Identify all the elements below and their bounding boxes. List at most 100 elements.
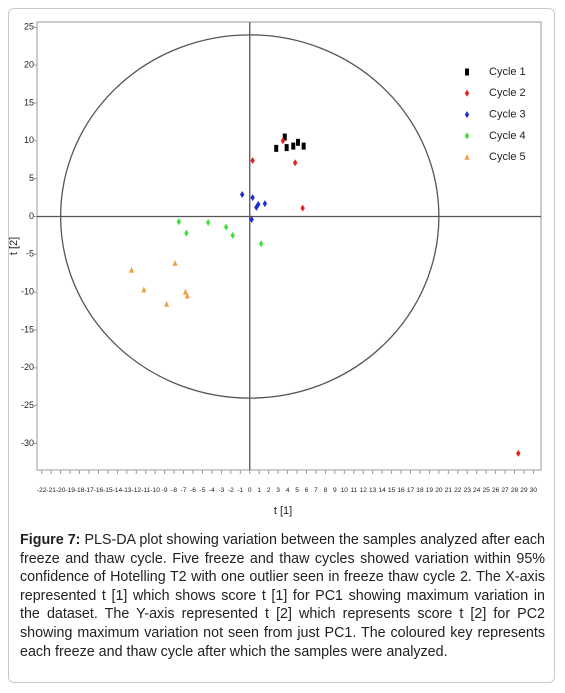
x-tick-label: 3 xyxy=(276,487,280,494)
legend-label: Cycle 4 xyxy=(489,130,526,142)
legend-marker xyxy=(464,132,470,140)
x-tick-label: -2 xyxy=(228,487,234,494)
x-tick-label: -19 xyxy=(65,487,75,494)
y-tick-label: 25 xyxy=(24,22,34,32)
y-tick-label: -25 xyxy=(21,400,34,410)
point xyxy=(282,133,287,141)
x-tick-label: 5 xyxy=(295,487,299,494)
caption-text: PLS-DA plot showing variation between th… xyxy=(20,532,546,660)
legend-label: Cycle 2 xyxy=(489,87,526,99)
x-tick-label: -21 xyxy=(46,487,56,494)
point xyxy=(223,223,229,231)
x-tick-label: 10 xyxy=(341,487,349,494)
figure-frame xyxy=(8,8,555,683)
x-tick-label: -18 xyxy=(75,487,85,494)
x-tick-label: -17 xyxy=(84,487,94,494)
x-tick-label: 30 xyxy=(530,487,538,494)
legend-marker xyxy=(464,111,470,119)
x-tick-label: 4 xyxy=(286,487,290,494)
point xyxy=(184,292,190,299)
point xyxy=(284,144,289,152)
x-tick-label: 15 xyxy=(388,487,396,494)
point xyxy=(250,194,255,202)
y-tick-label: 20 xyxy=(24,60,34,70)
y-tick-label: -5 xyxy=(26,249,34,259)
legend-marker xyxy=(465,68,469,76)
caption-label: Figure 7: xyxy=(20,532,81,548)
y-tick-label: 15 xyxy=(24,97,34,107)
x-tick-label: 23 xyxy=(464,487,472,494)
legend-label: Cycle 3 xyxy=(489,109,526,121)
x-tick-label: 20 xyxy=(435,487,443,494)
x-tick-label: 26 xyxy=(492,487,500,494)
x-tick-label: -14 xyxy=(113,487,123,494)
legend-label: Cycle 1 xyxy=(489,66,526,78)
x-tick-label: -3 xyxy=(218,487,224,494)
x-tick-label: 12 xyxy=(360,487,368,494)
x-tick-label: -7 xyxy=(181,487,187,494)
x-tick-label: 19 xyxy=(426,487,434,494)
point xyxy=(291,142,296,150)
x-tick-label: 21 xyxy=(445,487,453,494)
y-tick-label: 0 xyxy=(29,211,34,221)
point xyxy=(184,229,189,237)
x-tick-label: -1 xyxy=(237,487,243,494)
x-tick-label: 24 xyxy=(473,487,481,494)
x-tick-label: 13 xyxy=(369,487,377,494)
caption: Figure 7: PLS-DA plot showing variation … xyxy=(20,531,545,661)
x-tick-label: -9 xyxy=(162,487,168,494)
legend-label: Cycle 5 xyxy=(489,151,526,163)
x-tick-label: 6 xyxy=(305,487,309,494)
legend-marker xyxy=(464,89,470,97)
point xyxy=(176,218,182,226)
x-tick-label: 1 xyxy=(257,487,261,494)
x-tick-label: 2 xyxy=(267,487,271,494)
y-tick-label: -10 xyxy=(21,287,34,297)
point xyxy=(280,137,286,145)
y-tick-label: 10 xyxy=(24,135,34,145)
y-tick-label: -30 xyxy=(21,438,34,448)
point xyxy=(256,200,261,208)
x-tick-label: 18 xyxy=(416,487,424,494)
y-tick-label: -15 xyxy=(21,324,34,334)
x-tick-label: 14 xyxy=(378,487,386,494)
point xyxy=(172,259,178,266)
y-axis-label: t [2] xyxy=(8,237,20,255)
x-tick-label: -8 xyxy=(171,487,177,494)
x-tick-label: -13 xyxy=(122,487,132,494)
point xyxy=(182,288,188,295)
y-tick-label: 5 xyxy=(29,173,34,183)
chart: t [1] t [2] -22 -21 -20 -19 -18 -17 -16 -15 -14-… xyxy=(8,21,542,517)
point xyxy=(274,144,279,152)
point xyxy=(141,286,147,293)
x-axis-label: t [1] xyxy=(274,505,292,517)
plot-area xyxy=(36,21,542,471)
x-tick-label: -15 xyxy=(103,487,113,494)
point xyxy=(295,138,300,146)
x-tick-label: -22 xyxy=(37,487,47,494)
x-tick-label: 28 xyxy=(511,487,519,494)
point xyxy=(249,216,254,224)
point xyxy=(258,240,264,248)
point xyxy=(129,266,135,273)
legend-marker xyxy=(464,153,470,160)
x-tick-label: 16 xyxy=(397,487,405,494)
x-tick-label: 17 xyxy=(407,487,415,494)
x-tick-label: 25 xyxy=(482,487,490,494)
point xyxy=(230,231,235,239)
x-tick-label: 7 xyxy=(314,487,318,494)
x-tick-label: 0 xyxy=(248,487,252,494)
point xyxy=(292,159,298,167)
hotelling-ellipse xyxy=(59,34,440,399)
x-tick-label: -16 xyxy=(94,487,104,494)
x-tick-label: -20 xyxy=(56,487,66,494)
x-tick-label: -12 xyxy=(132,487,142,494)
x-tick-label: -10 xyxy=(150,487,160,494)
x-tick-label: -6 xyxy=(190,487,196,494)
x-tick-label: 27 xyxy=(501,487,509,494)
point xyxy=(516,449,521,457)
y-tick-label: -20 xyxy=(21,362,34,372)
x-tick-label: -4 xyxy=(209,487,215,494)
x-tick-label: 11 xyxy=(350,487,357,494)
